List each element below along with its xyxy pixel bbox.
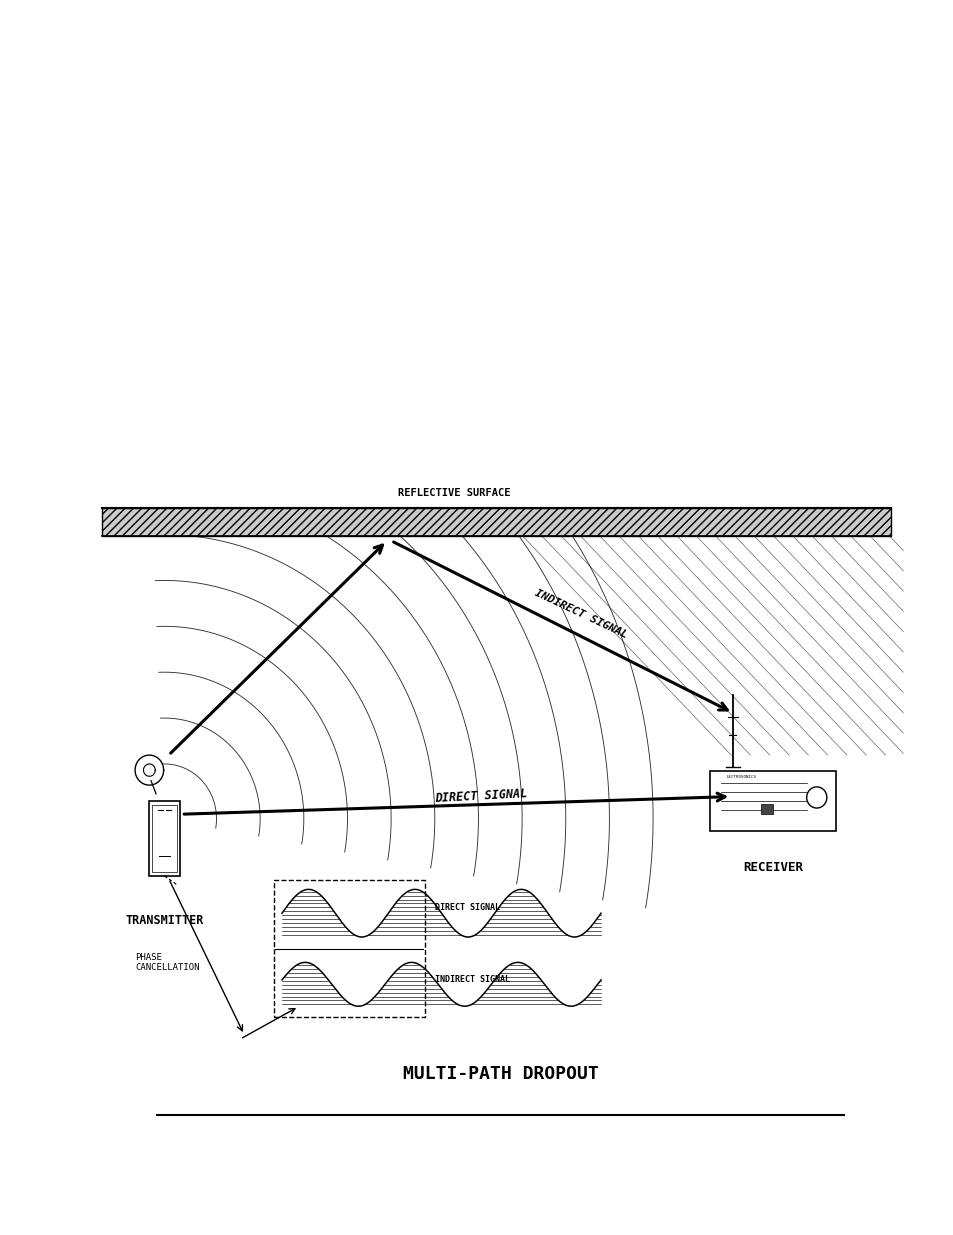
Text: INDIRECT SIGNAL: INDIRECT SIGNAL: [435, 974, 509, 983]
Text: DIRECT SIGNAL: DIRECT SIGNAL: [435, 903, 499, 913]
Bar: [149, 802, 180, 876]
Bar: [152, 805, 177, 872]
Bar: [709, 771, 835, 831]
Text: TRANSMITTER: TRANSMITTER: [125, 914, 203, 927]
Bar: [101, 508, 890, 536]
Text: REFLECTIVE SURFACE: REFLECTIVE SURFACE: [397, 488, 510, 498]
Text: RECEIVER: RECEIVER: [742, 861, 802, 874]
Text: PHASE
CANCELLATION: PHASE CANCELLATION: [135, 952, 199, 972]
Bar: [274, 881, 424, 1018]
Text: DIRECT SIGNAL: DIRECT SIGNAL: [435, 788, 527, 805]
Text: MULTI-PATH DROPOUT: MULTI-PATH DROPOUT: [402, 1066, 598, 1083]
Bar: [760, 804, 772, 814]
Text: LECTROSONICS: LECTROSONICS: [726, 776, 756, 779]
Text: INDIRECT SIGNAL: INDIRECT SIGNAL: [533, 588, 628, 640]
